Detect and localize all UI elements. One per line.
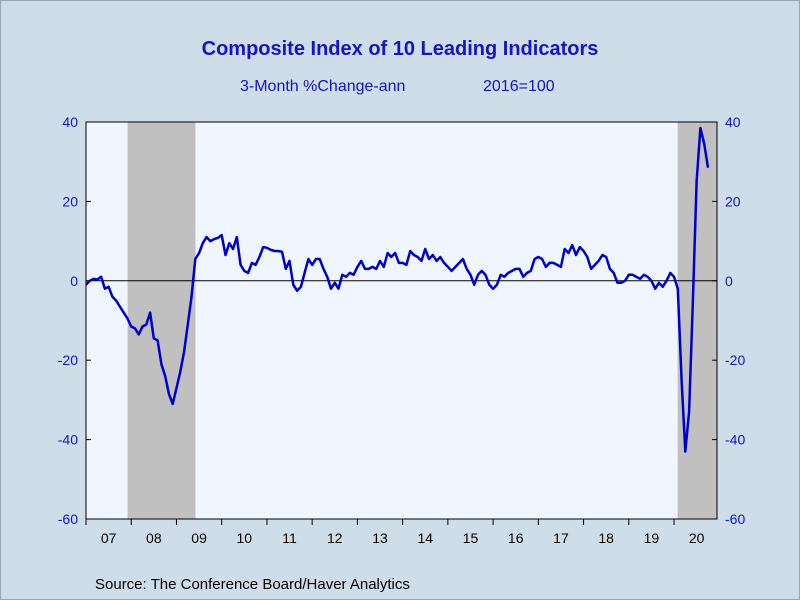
y-tick-label-right: -20	[725, 352, 745, 368]
x-tick-label: 07	[101, 530, 117, 546]
y-tick-label-right: 20	[725, 193, 741, 209]
x-tick-label: 13	[372, 530, 388, 546]
y-tick-label-right: -60	[725, 511, 745, 527]
y-tick-label-left: -20	[58, 352, 78, 368]
x-tick-label: 15	[463, 530, 479, 546]
y-tick-label-right: 0	[725, 273, 733, 289]
x-tick-label: 18	[598, 530, 614, 546]
y-tick-label-left: -40	[58, 432, 78, 448]
x-tick-label: 10	[237, 530, 253, 546]
y-tick-label-left: 40	[62, 114, 78, 130]
plot-border	[85, 121, 718, 520]
y-tick-label-left: -60	[58, 511, 78, 527]
x-tick-label: 08	[146, 530, 162, 546]
chart-title: Composite Index of 10 Leading Indicators	[201, 38, 599, 60]
source-note: Source: The Conference Board/Haver Analy…	[95, 576, 410, 593]
chart-subtitle-measure: 3-Month %Change-ann	[240, 78, 406, 95]
x-tick-label: 16	[508, 530, 524, 546]
x-tick-label: 14	[417, 530, 433, 546]
x-tick-label: 19	[644, 530, 660, 546]
recession-band	[127, 122, 196, 519]
series-line	[85, 126, 710, 453]
y-tick-label-left: 20	[62, 193, 78, 209]
y-tick-label-right: 40	[725, 114, 741, 130]
y-tick-label-left: 0	[70, 273, 78, 289]
x-tick-label: 20	[689, 530, 705, 546]
x-tick-label: 17	[553, 530, 569, 546]
y-tick-label-right: -40	[725, 432, 745, 448]
chart-subtitle-base: 2016=100	[483, 78, 555, 95]
x-tick-label: 12	[327, 530, 343, 546]
x-tick-label: 09	[191, 530, 207, 546]
x-tick-label: 11	[282, 530, 297, 546]
